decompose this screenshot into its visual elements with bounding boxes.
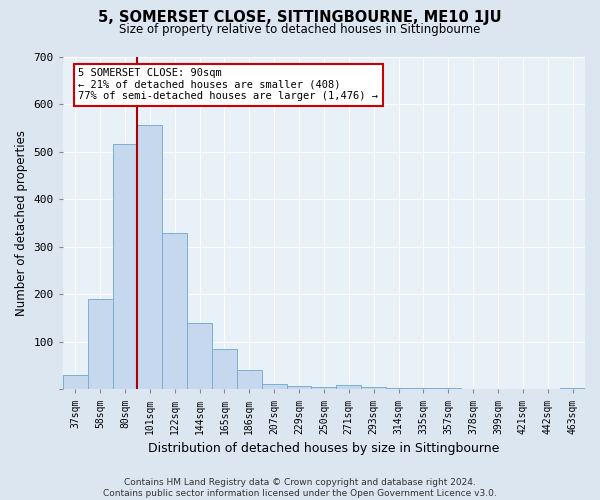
Bar	[162, 234, 187, 390]
Bar	[411, 388, 436, 390]
Bar	[311, 387, 337, 390]
Text: Contains HM Land Registry data © Crown copyright and database right 2024.
Contai: Contains HM Land Registry data © Crown c…	[103, 478, 497, 498]
Bar	[560, 388, 585, 390]
Bar	[361, 387, 386, 390]
X-axis label: Distribution of detached houses by size in Sittingbourne: Distribution of detached houses by size …	[148, 442, 500, 455]
Bar	[287, 386, 311, 390]
Text: 5, SOMERSET CLOSE, SITTINGBOURNE, ME10 1JU: 5, SOMERSET CLOSE, SITTINGBOURNE, ME10 1…	[98, 10, 502, 25]
Text: Size of property relative to detached houses in Sittingbourne: Size of property relative to detached ho…	[119, 22, 481, 36]
Bar	[113, 144, 137, 390]
Bar	[88, 299, 113, 390]
Text: 5 SOMERSET CLOSE: 90sqm
← 21% of detached houses are smaller (408)
77% of semi-d: 5 SOMERSET CLOSE: 90sqm ← 21% of detache…	[79, 68, 379, 102]
Bar	[137, 126, 162, 390]
Y-axis label: Number of detached properties: Number of detached properties	[15, 130, 28, 316]
Bar	[237, 370, 262, 390]
Bar	[63, 375, 88, 390]
Bar	[212, 349, 237, 390]
Bar	[337, 384, 361, 390]
Bar	[187, 323, 212, 390]
Bar	[386, 388, 411, 390]
Bar	[262, 384, 287, 390]
Bar	[436, 388, 461, 390]
